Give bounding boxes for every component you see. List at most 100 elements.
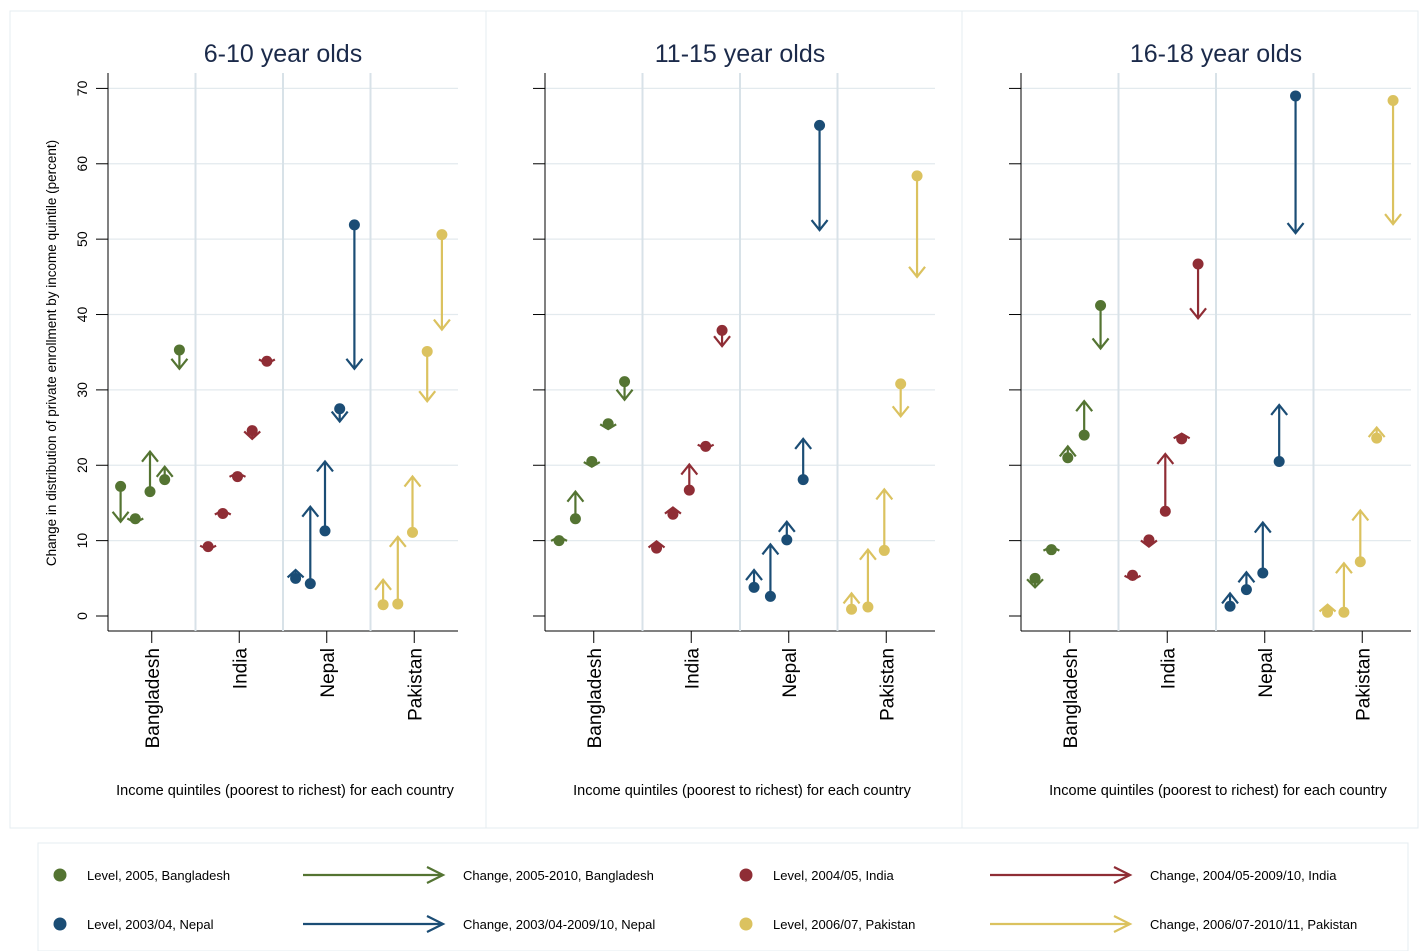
y-tick-label: 70 bbox=[74, 80, 90, 96]
level-point-india bbox=[1176, 433, 1188, 445]
change-arrow-nepal-head bbox=[345, 358, 364, 371]
legend-dot bbox=[53, 868, 67, 882]
level-point-india bbox=[1192, 258, 1204, 270]
y-axis-label: Change in distribution of private enroll… bbox=[44, 140, 59, 566]
change-arrow-pakistan-head bbox=[1318, 603, 1337, 613]
panel-title: 6-10 year olds bbox=[204, 40, 362, 68]
change-arrow-nepal-head bbox=[301, 504, 320, 518]
change-arrow-india-head bbox=[1189, 307, 1207, 321]
x-tick-label: India bbox=[1158, 648, 1179, 690]
x-tick-label: Nepal bbox=[318, 648, 339, 698]
change-arrow-nepal-head bbox=[761, 542, 780, 556]
level-point-bangladesh bbox=[115, 480, 127, 492]
level-point-india bbox=[217, 507, 229, 519]
legend-item-4: Change, 2004/05-2009/10, India bbox=[990, 866, 1337, 884]
x-tick-label: Pakistan bbox=[877, 648, 898, 721]
level-point-pakistan bbox=[1371, 432, 1383, 444]
level-point-nepal bbox=[319, 525, 331, 537]
change-arrow-pakistan-head bbox=[418, 390, 437, 403]
legend-item-2: Change, 2005-2010, Bangladesh bbox=[303, 866, 654, 884]
level-point-pakistan bbox=[878, 544, 890, 556]
level-point-india bbox=[667, 508, 679, 520]
change-arrow-pakistan-head bbox=[842, 591, 861, 605]
level-point-bangladesh bbox=[553, 535, 565, 547]
level-point-bangladesh bbox=[1078, 429, 1090, 441]
change-arrow-bangladesh-head bbox=[1026, 578, 1044, 589]
y-tick-label: 30 bbox=[74, 382, 90, 398]
legend-label: Level, 2003/04, Nepal bbox=[87, 917, 214, 932]
change-arrow-india-head bbox=[243, 430, 261, 441]
legend-label: Change, 2006/07-2010/11, Pakistan bbox=[1150, 917, 1357, 932]
change-arrow-nepal-head bbox=[1286, 222, 1305, 235]
level-point-bangladesh bbox=[602, 418, 614, 430]
y-tick-label: 60 bbox=[74, 156, 90, 172]
change-arrow-bangladesh-head bbox=[1075, 399, 1094, 412]
level-point-pakistan bbox=[421, 345, 433, 357]
level-point-bangladesh bbox=[144, 486, 156, 498]
change-arrow-nepal bbox=[345, 224, 364, 371]
change-arrow-india bbox=[1189, 264, 1207, 321]
chart-panels: 6-10 year olds 0 10 20 30 40 50 60 70 Bangladesh I… bbox=[9, 10, 1419, 829]
change-arrow-pakistan bbox=[859, 547, 877, 607]
x-tick-label: India bbox=[682, 648, 703, 690]
legend-arrow-head bbox=[426, 866, 446, 884]
level-point-bangladesh bbox=[619, 376, 631, 388]
change-arrow-pakistan bbox=[388, 535, 407, 604]
legend-label: Change, 2005-2010, Bangladesh bbox=[463, 868, 654, 883]
change-arrow-bangladesh-head bbox=[566, 489, 585, 503]
level-point-pakistan bbox=[1354, 556, 1366, 568]
level-point-nepal bbox=[797, 474, 809, 486]
change-arrow-bangladesh-head bbox=[1058, 444, 1077, 458]
change-arrow-bangladesh-head bbox=[111, 511, 130, 524]
change-arrow-pakistan bbox=[1384, 100, 1402, 226]
change-arrow-pakistan-head bbox=[908, 266, 926, 279]
change-arrow-india-head bbox=[647, 540, 666, 549]
level-point-bangladesh bbox=[173, 344, 185, 356]
change-arrow-nepal-head bbox=[1253, 520, 1272, 534]
change-arrow-india bbox=[1156, 452, 1175, 512]
level-point-nepal bbox=[334, 403, 346, 415]
change-arrow-pakistan-head bbox=[859, 547, 877, 561]
level-point-nepal bbox=[348, 219, 360, 231]
x-tick-label: Bangladesh bbox=[1061, 648, 1082, 748]
change-arrow-nepal bbox=[301, 504, 320, 584]
legend-item-7: Level, 2006/07, Pakistan bbox=[739, 917, 915, 932]
change-arrow-pakistan bbox=[908, 175, 926, 279]
level-point-bangladesh bbox=[159, 474, 171, 486]
level-point-bangladesh bbox=[1095, 299, 1107, 311]
change-arrow-india-head bbox=[1156, 452, 1175, 465]
level-point-nepal bbox=[1257, 567, 1269, 579]
level-point-india bbox=[683, 484, 695, 496]
legend-label: Level, 2006/07, Pakistan bbox=[773, 917, 915, 932]
level-point-pakistan bbox=[1338, 606, 1350, 618]
change-arrow-nepal-head bbox=[1270, 403, 1289, 416]
x-tick-label: India bbox=[230, 648, 251, 690]
x-tick-label: Nepal bbox=[780, 648, 801, 698]
legend-item-5: Level, 2003/04, Nepal bbox=[53, 917, 214, 932]
legend-item-1: Level, 2005, Bangladesh bbox=[53, 868, 230, 883]
level-point-pakistan bbox=[1322, 606, 1334, 618]
change-arrow-pakistan bbox=[403, 474, 422, 533]
y-tick-label: 40 bbox=[74, 307, 90, 323]
change-arrow-bangladesh-head bbox=[615, 389, 634, 402]
x-tick-label: Pakistan bbox=[405, 648, 426, 721]
level-point-india bbox=[1127, 569, 1139, 581]
change-arrow-pakistan-head bbox=[1335, 561, 1353, 574]
y-tick-label: 10 bbox=[74, 533, 90, 549]
panel-title: 11-15 year olds bbox=[655, 40, 825, 68]
change-arrow-pakistan bbox=[418, 351, 437, 403]
level-point-pakistan bbox=[911, 170, 923, 182]
change-arrow-pakistan-head bbox=[875, 487, 894, 501]
level-point-india bbox=[261, 355, 273, 367]
level-point-nepal bbox=[290, 572, 302, 584]
panel-frame bbox=[961, 10, 1419, 829]
change-arrow-pakistan bbox=[1351, 508, 1370, 562]
level-point-nepal bbox=[1273, 455, 1285, 467]
level-point-nepal bbox=[748, 581, 760, 593]
legend-dot bbox=[739, 868, 753, 882]
legend-item-6: Change, 2003/04-2009/10, Nepal bbox=[303, 915, 655, 933]
level-point-bangladesh bbox=[1029, 572, 1041, 584]
x-tick-label: Nepal bbox=[1256, 648, 1277, 698]
change-arrow-bangladesh-head bbox=[141, 449, 159, 463]
